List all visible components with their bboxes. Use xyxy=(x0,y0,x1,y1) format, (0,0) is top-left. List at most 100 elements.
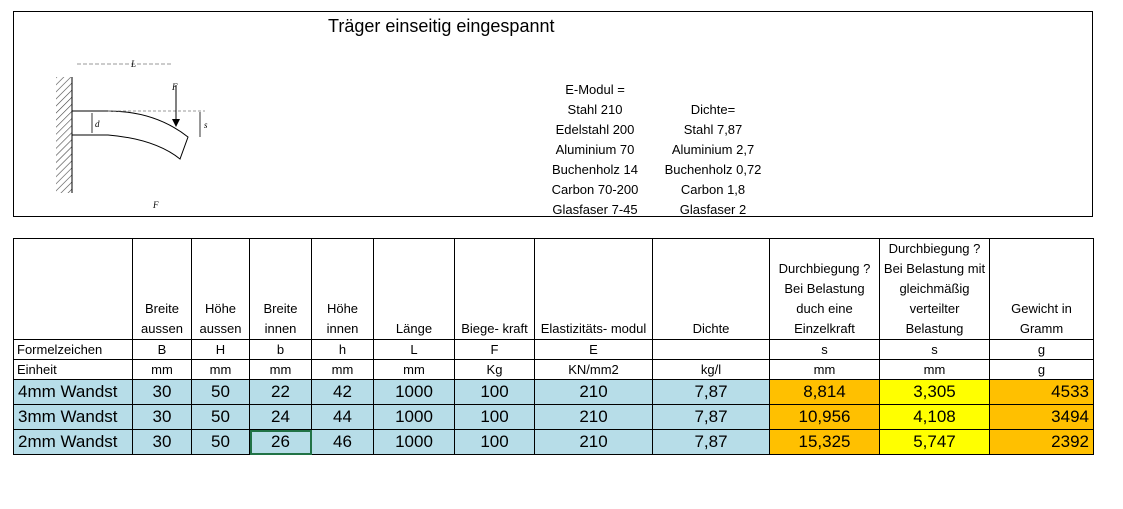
e-modul-item: Edelstahl 200 xyxy=(555,122,635,137)
header-dichte[interactable]: Dichte xyxy=(652,238,770,340)
header-gewicht[interactable]: Gewicht in Gramm xyxy=(989,238,1094,340)
table-cell[interactable]: F xyxy=(454,339,535,360)
table-cell[interactable]: 100 xyxy=(454,404,535,430)
header-emodul[interactable]: Elastizitäts- modul xyxy=(534,238,653,340)
force-arrow-head xyxy=(172,119,180,127)
info-box xyxy=(13,11,1093,217)
table-cell[interactable]: h xyxy=(311,339,374,360)
table-cell[interactable]: b xyxy=(249,339,312,360)
einheit-row: Einheit mm mm mm mm mm Kg KN/mm2 kg/l mm… xyxy=(13,359,1094,380)
table-cell[interactable]: 1000 xyxy=(373,429,455,455)
table-cell[interactable]: 50 xyxy=(191,379,250,405)
header-breite-aussen[interactable]: Breite aussen xyxy=(132,238,192,340)
beam-shape xyxy=(71,110,189,160)
table-cell[interactable]: mm xyxy=(249,359,312,380)
table-cell[interactable]: 50 xyxy=(191,429,250,455)
table-cell[interactable]: 30 xyxy=(132,404,192,430)
table-cell[interactable]: s xyxy=(769,339,880,360)
table-cell[interactable]: 1000 xyxy=(373,404,455,430)
formelzeichen-row: Formelzeichen B H b h L F E s s g xyxy=(13,339,1094,360)
table-cell[interactable]: KN/mm2 xyxy=(534,359,653,380)
e-modul-list: E-Modul = Stahl 210 Edelstahl 200 Alumin… xyxy=(546,80,644,220)
table-cell[interactable]: s xyxy=(879,339,990,360)
table-cell[interactable]: 10,956 xyxy=(769,404,880,430)
table-cell[interactable]: 3,305 xyxy=(879,379,990,405)
table-row: 3mm Wandst 30 50 24 44 1000 100 210 7,87… xyxy=(13,404,1094,430)
header-biegekraft[interactable]: Biege- kraft xyxy=(454,238,535,340)
table-cell[interactable]: 2392 xyxy=(989,429,1094,455)
table-cell[interactable]: 4mm Wandst xyxy=(13,379,133,405)
table-cell[interactable]: 46 xyxy=(311,429,374,455)
table-cell[interactable]: g xyxy=(989,339,1094,360)
table-row: 4mm Wandst 30 50 22 42 1000 100 210 7,87… xyxy=(13,379,1094,405)
e-modul-item: Buchenholz 14 xyxy=(551,162,638,177)
e-modul-item: Aluminium 70 xyxy=(555,142,635,157)
header-breite-innen[interactable]: Breite innen xyxy=(249,238,312,340)
table-cell[interactable]: 8,814 xyxy=(769,379,880,405)
table-cell[interactable]: 44 xyxy=(311,404,374,430)
table-cell[interactable]: mm xyxy=(191,359,250,380)
table-cell[interactable]: 50 xyxy=(191,404,250,430)
e-modul-item: Stahl 210 xyxy=(567,102,623,117)
header-hoehe-aussen[interactable]: Höhe aussen xyxy=(191,238,250,340)
calculation-table: Breite aussen Höhe aussen Breite innen H… xyxy=(13,238,1094,455)
header-cell-empty[interactable] xyxy=(13,238,133,340)
table-cell[interactable]: mm xyxy=(311,359,374,380)
deflection-label: s xyxy=(204,120,208,130)
table-cell[interactable]: 3mm Wandst xyxy=(13,404,133,430)
table-cell[interactable]: kg/l xyxy=(652,359,770,380)
table-cell[interactable]: B xyxy=(132,339,192,360)
header-durchbiegung-einzel[interactable]: Durchbiegung ? Bei Belastung duch eine E… xyxy=(769,238,880,340)
selected-cell[interactable]: 26 xyxy=(249,429,312,455)
dichte-item: Buchenholz 0,72 xyxy=(664,162,762,177)
table-cell[interactable]: mm xyxy=(769,359,880,380)
table-cell[interactable]: 100 xyxy=(454,379,535,405)
dichte-item: Stahl 7,87 xyxy=(683,122,743,137)
table-cell[interactable]: 15,325 xyxy=(769,429,880,455)
table-cell[interactable]: Formelzeichen xyxy=(13,339,133,360)
page-title: Träger einseitig eingespannt xyxy=(328,16,555,36)
thickness-label: d xyxy=(95,119,100,129)
table-cell[interactable]: H xyxy=(191,339,250,360)
table-cell[interactable]: 22 xyxy=(249,379,312,405)
table-row: 2mm Wandst 30 50 26 46 1000 100 210 7,87… xyxy=(13,429,1094,455)
table-cell[interactable]: 1000 xyxy=(373,379,455,405)
table-cell[interactable]: L xyxy=(373,339,455,360)
table-cell[interactable]: 210 xyxy=(534,404,653,430)
table-cell[interactable]: 7,87 xyxy=(652,379,770,405)
table-cell[interactable]: 24 xyxy=(249,404,312,430)
table-cell[interactable]: 42 xyxy=(311,379,374,405)
table-cell[interactable]: 4533 xyxy=(989,379,1094,405)
header-durchbiegung-verteilt[interactable]: Durchbiegung ? Bei Belastung mit gleichm… xyxy=(879,238,990,340)
table-cell[interactable]: 3494 xyxy=(989,404,1094,430)
e-modul-heading: E-Modul = xyxy=(565,82,625,97)
dichte-list: Dichte= Stahl 7,87 Aluminium 2,7 Buchenh… xyxy=(655,100,771,220)
force-label: F xyxy=(171,82,178,92)
table-cell[interactable] xyxy=(652,339,770,360)
table-cell[interactable]: 210 xyxy=(534,429,653,455)
table-cell[interactable]: mm xyxy=(373,359,455,380)
e-modul-item: Carbon 70-200 xyxy=(551,182,639,197)
wall-hatch xyxy=(56,77,72,193)
header-row: Breite aussen Höhe aussen Breite innen H… xyxy=(13,238,1094,340)
table-cell[interactable]: g xyxy=(989,359,1094,380)
table-cell[interactable]: 100 xyxy=(454,429,535,455)
table-cell[interactable]: 30 xyxy=(132,379,192,405)
table-cell[interactable]: 4,108 xyxy=(879,404,990,430)
e-modul-item: Glasfaser 7-45 xyxy=(552,202,638,217)
table-cell[interactable]: Kg xyxy=(454,359,535,380)
table-cell[interactable]: 30 xyxy=(132,429,192,455)
table-cell[interactable]: 7,87 xyxy=(652,429,770,455)
table-cell[interactable]: 210 xyxy=(534,379,653,405)
table-cell[interactable]: Einheit xyxy=(13,359,133,380)
table-cell[interactable]: 5,747 xyxy=(879,429,990,455)
header-hoehe-innen[interactable]: Höhe innen xyxy=(311,238,374,340)
table-cell[interactable]: 7,87 xyxy=(652,404,770,430)
table-cell[interactable]: mm xyxy=(132,359,192,380)
header-laenge[interactable]: Länge xyxy=(373,238,455,340)
dichte-item: Carbon 1,8 xyxy=(680,182,746,197)
cantilever-beam-diagram: L F d s F xyxy=(56,59,208,210)
table-cell[interactable]: E xyxy=(534,339,653,360)
table-cell[interactable]: 2mm Wandst xyxy=(13,429,133,455)
table-cell[interactable]: mm xyxy=(879,359,990,380)
